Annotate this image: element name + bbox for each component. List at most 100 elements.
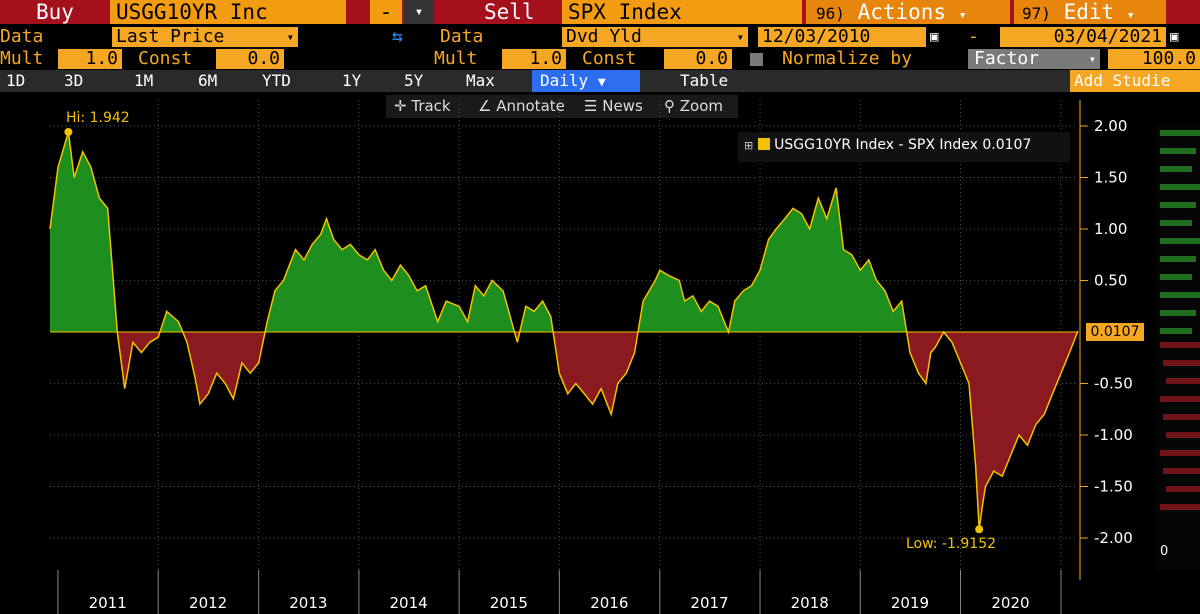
y-tick-label: -1.50 (1094, 478, 1133, 496)
normalize-checkbox[interactable] (750, 53, 763, 66)
normalize-select-value: Factor (974, 48, 1040, 69)
side-panel-bar (1160, 310, 1196, 316)
add-studies-button[interactable]: Add Studie (1070, 70, 1200, 92)
side-panel-bar (1163, 414, 1200, 420)
y-tick-label: 1.00 (1094, 220, 1127, 238)
start-date-input[interactable]: 12/03/2010 (758, 27, 926, 47)
const-label-left: Const (138, 48, 193, 69)
mult-label-right: Mult (434, 48, 478, 69)
data-select-left[interactable]: Last Price ▾ (112, 27, 298, 47)
x-tick-label: 2019 (891, 594, 929, 612)
pencil-icon: ∠ (478, 97, 492, 115)
crosshair-icon: ✛ (394, 97, 407, 115)
period-5y[interactable]: 5Y (404, 71, 424, 90)
period-6m[interactable]: 6M (198, 71, 218, 90)
side-panel-bar (1163, 360, 1200, 366)
x-tick-label: 2013 (289, 594, 327, 612)
buy-ticker-input[interactable]: USGG10YR Inc (110, 0, 346, 24)
legend-series-name: USGG10YR Index - SPX Index (774, 137, 978, 153)
actions-number: 96) (816, 4, 845, 23)
x-tick-label: 2011 (89, 594, 127, 612)
buy-label: Buy (36, 0, 74, 24)
period-3d[interactable]: 3D (64, 71, 84, 90)
legend-last-value: 0.0107 (982, 137, 1032, 153)
mult-input-left[interactable]: 1.0 (58, 49, 122, 69)
end-date-input[interactable]: 03/04/2021 (1000, 27, 1166, 47)
mult-input-right[interactable]: 1.0 (502, 49, 566, 69)
x-tick-label: 2014 (389, 594, 427, 612)
calendar-icon[interactable]: ▣ (1170, 29, 1179, 45)
y-tick-label: -1.00 (1094, 426, 1133, 444)
x-tick-label: 2016 (590, 594, 628, 612)
chevron-down-icon: ▾ (958, 8, 967, 23)
side-panel-bar (1160, 166, 1192, 172)
track-button[interactable]: ✛ Track (394, 95, 451, 118)
data-select-left-value: Last Price (116, 26, 225, 47)
const-label-right: Const (582, 48, 637, 69)
x-tick-label: 2015 (490, 594, 528, 612)
const-input-left[interactable]: 0.0 (216, 49, 284, 69)
edit-label: Edit (1063, 0, 1115, 24)
data-label-left: Data (0, 26, 44, 47)
period-max[interactable]: Max (466, 71, 495, 90)
data-select-right[interactable]: Dvd Yld ▾ (562, 27, 748, 47)
sell-ticker-input[interactable]: SPX Index (562, 0, 802, 24)
edit-number: 97) (1022, 4, 1051, 23)
period-1m[interactable]: 1M (134, 71, 154, 90)
data-label-right: Data (440, 26, 484, 47)
x-tick-label: 2012 (189, 594, 227, 612)
chevron-down-icon: ▾ (736, 30, 744, 44)
actions-menu[interactable]: 96) Actions ▾ (806, 0, 1010, 24)
swap-icon[interactable]: ⇆ (392, 26, 403, 47)
period-1d[interactable]: 1D (6, 71, 26, 90)
period-1y[interactable]: 1Y (342, 71, 362, 90)
side-panel-bar (1160, 238, 1200, 244)
date-separator: - (968, 26, 979, 47)
y-tick-label: 1.50 (1094, 169, 1127, 187)
hi-label: Hi: 1.942 (66, 110, 130, 126)
side-panel-zero: 0 (1160, 544, 1169, 559)
track-label: Track (411, 97, 451, 115)
annotate-button[interactable]: ∠ Annotate (478, 95, 565, 118)
chevron-down-icon: ▾ (286, 30, 294, 44)
side-panel-bar (1160, 130, 1200, 136)
zoom-button[interactable]: ⚲ Zoom (664, 95, 724, 118)
legend-swatch (757, 138, 770, 150)
y-tick-label: -0.50 (1094, 375, 1133, 393)
legend-expand-icon[interactable]: ⊞ (744, 139, 754, 152)
mult-label-left: Mult (0, 48, 44, 69)
side-panel-bar (1160, 220, 1192, 226)
chart-area[interactable]: 2011 2012 2013 2014 2015 2016 2017 2018 2019 2020… (0, 92, 1200, 614)
side-panel-bar (1160, 256, 1196, 262)
low-marker (975, 525, 984, 534)
side-panel-bar (1160, 396, 1200, 402)
normalize-select[interactable]: Factor ▾ (968, 49, 1100, 69)
side-panel-bar (1160, 202, 1196, 208)
series-line (49, 131, 1079, 530)
period-ytd[interactable]: YTD (262, 71, 291, 90)
side-panel-bar (1166, 432, 1200, 438)
calendar-icon[interactable]: ▣ (930, 29, 939, 45)
const-input-right[interactable]: 0.0 (664, 49, 732, 69)
table-button[interactable]: Table (680, 71, 729, 90)
side-panel-bar (1166, 486, 1200, 492)
x-tick-label: 2017 (690, 594, 728, 612)
side-panel-bar (1160, 184, 1200, 190)
news-icon: ☰ (584, 97, 598, 115)
side-panel-bar (1166, 378, 1200, 384)
data-select-right-value: Dvd Yld (566, 26, 642, 47)
edit-menu[interactable]: 97) Edit ▾ (1014, 0, 1166, 24)
zoom-label: Zoom (679, 97, 724, 115)
frequency-select[interactable]: Daily ▼ (532, 70, 640, 92)
news-label: News (602, 97, 643, 115)
annotate-label: Annotate (496, 97, 565, 115)
x-tick-label: 2020 (991, 594, 1029, 612)
side-panel-bar (1160, 328, 1192, 334)
y-tick-label: 0.50 (1094, 272, 1127, 290)
news-button[interactable]: ☰ News (584, 95, 643, 118)
normalize-value-input[interactable]: 100.0 (1108, 49, 1200, 69)
ticker-dropdown-arrow[interactable]: ▾ (404, 0, 434, 24)
last-value-tag: 0.0107 (1086, 323, 1144, 341)
normalize-label: Normalize by (782, 48, 913, 69)
minus-button[interactable]: - (370, 0, 402, 24)
